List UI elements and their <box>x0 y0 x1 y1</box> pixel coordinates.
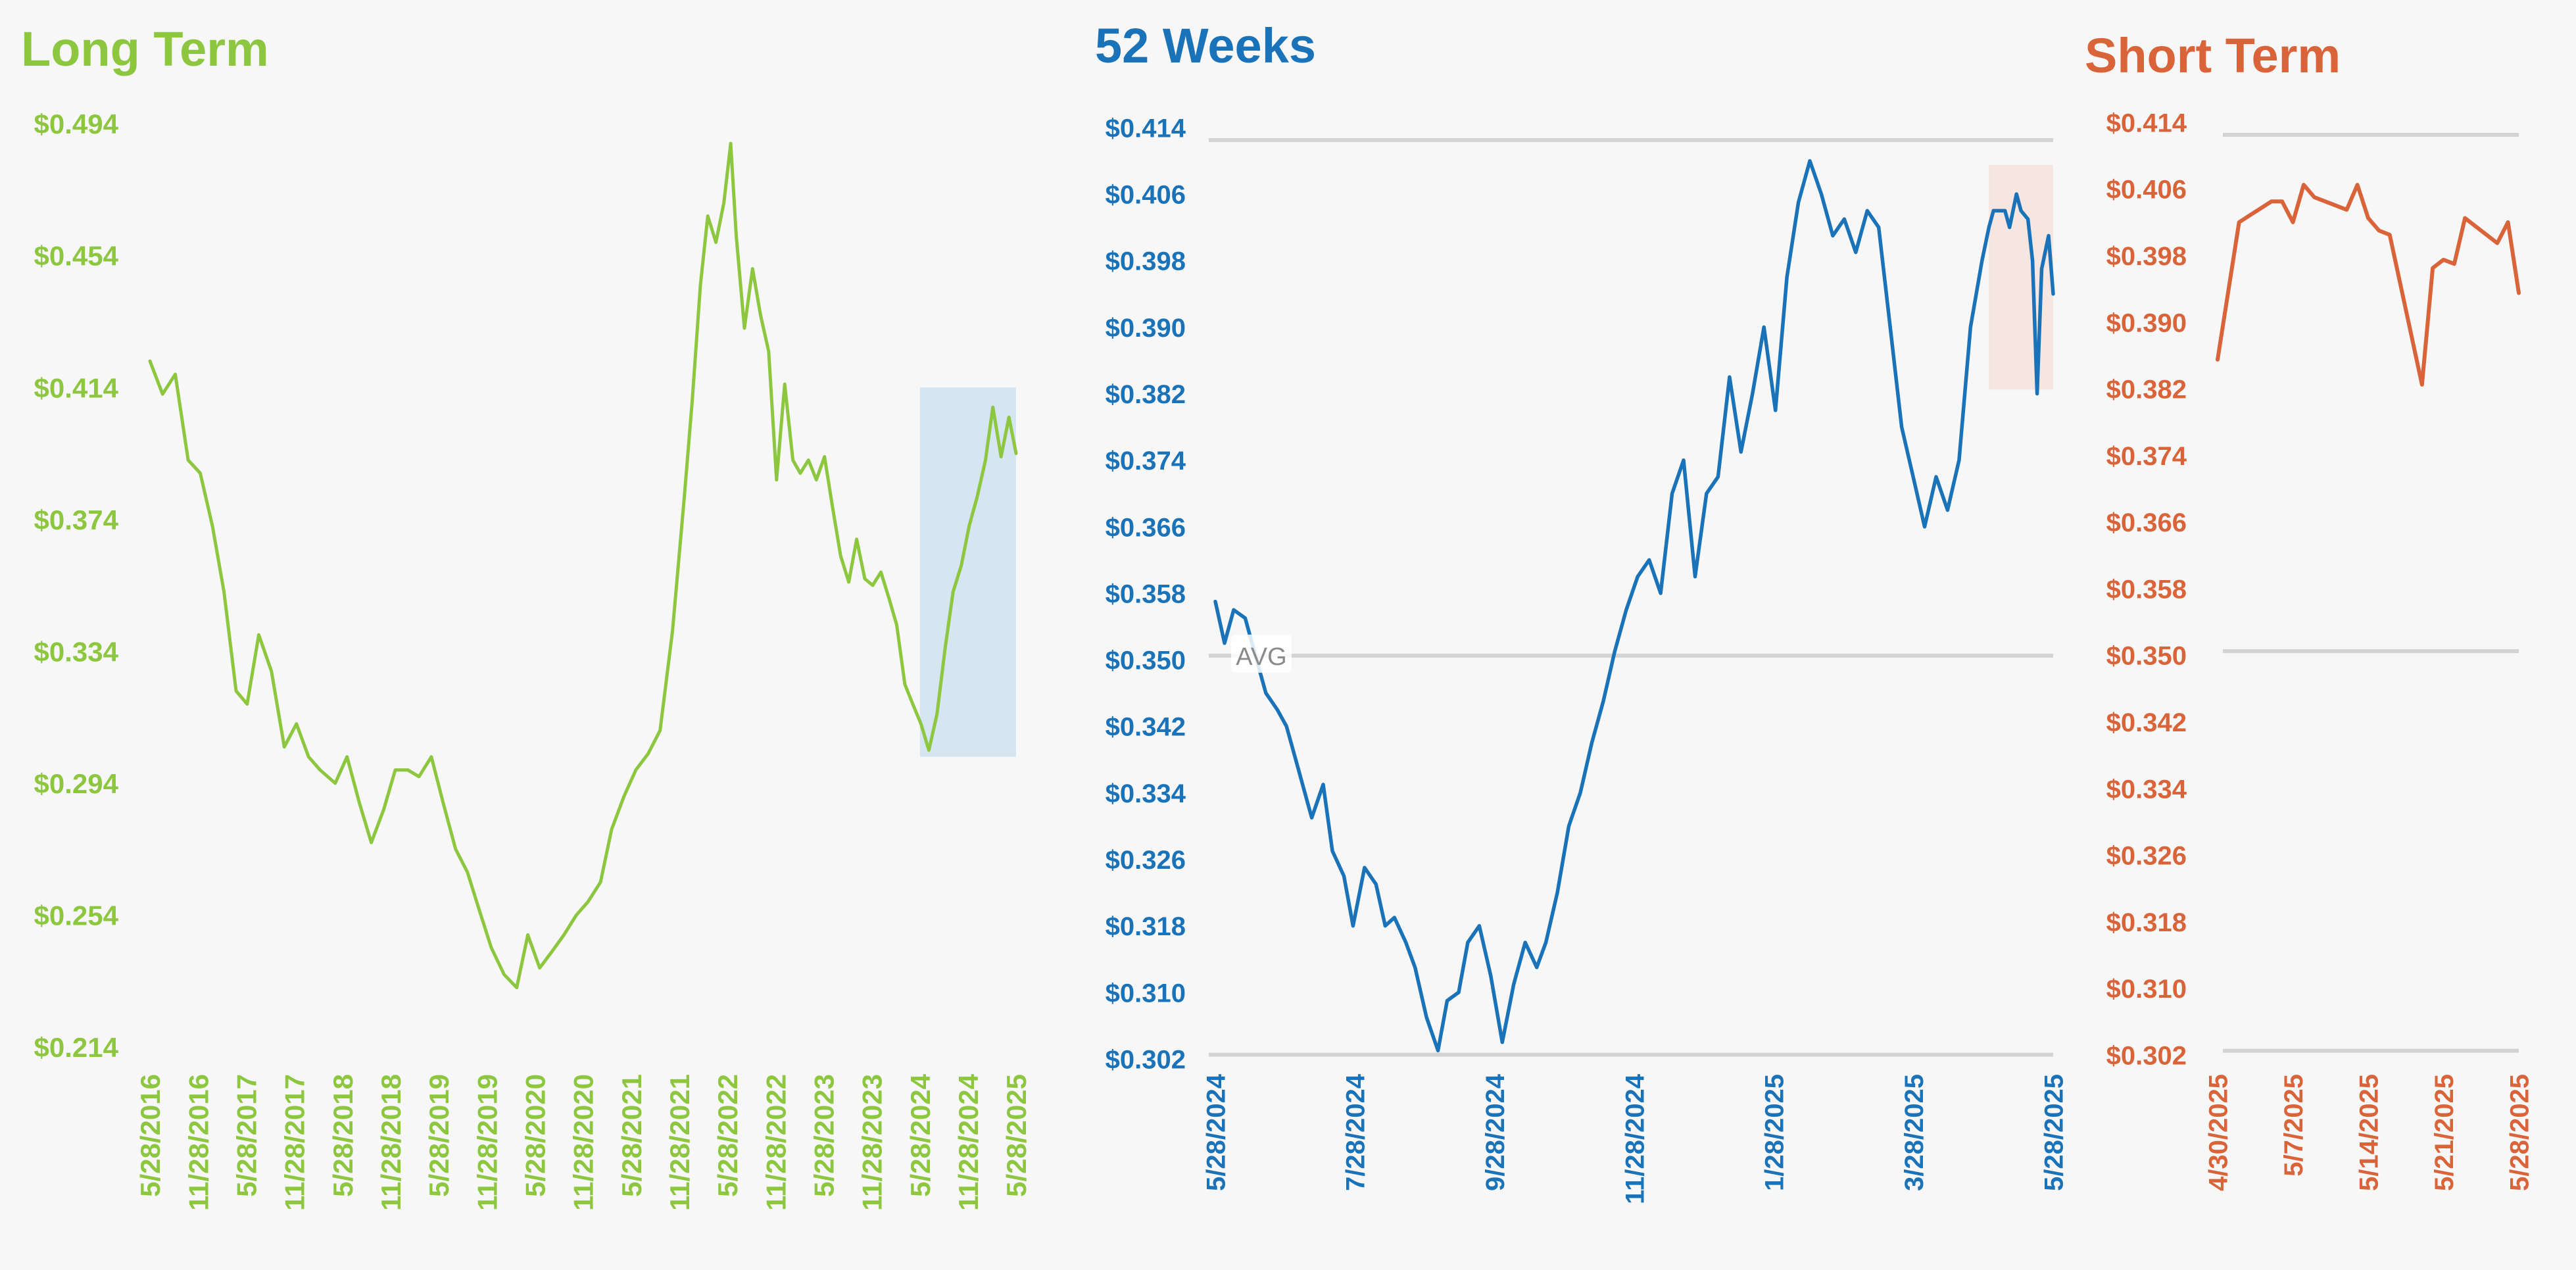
weeks-highlight-rect <box>1989 164 2053 390</box>
long-y-tick-label: $0.454 <box>34 241 119 272</box>
short-y-tick-label: $0.374 <box>2106 442 2187 471</box>
52-weeks-highlight-box <box>1989 164 2053 390</box>
short-y-tick-label: $0.326 <box>2106 842 2187 871</box>
weeks-x-tick-label: 9/28/2024 <box>1481 1073 1510 1191</box>
short-y-tick-label: $0.310 <box>2106 975 2187 1004</box>
weeks-y-tick-label: $0.390 <box>1106 314 1186 343</box>
long-x-tick-label: 11/28/2018 <box>376 1074 406 1211</box>
long-y-tick-label: $0.254 <box>34 900 119 931</box>
short-y-tick-label: $0.334 <box>2106 775 2187 804</box>
weeks-x-tick-label: 5/28/2025 <box>2039 1074 2068 1191</box>
short-y-tick-label: $0.350 <box>2106 642 2187 671</box>
long-x-tick-label: 5/28/2018 <box>328 1074 358 1197</box>
long-x-tick-label: 11/28/2021 <box>664 1074 695 1211</box>
short-y-tick-label: $0.366 <box>2106 508 2187 537</box>
weeks-y-tick-label: $0.366 <box>1106 513 1186 542</box>
weeks-x-tick-label: 7/28/2024 <box>1342 1073 1371 1191</box>
weeks-y-tick-label: $0.358 <box>1106 579 1186 608</box>
short-y-tick-label: $0.342 <box>2106 708 2187 737</box>
long-y-tick-label: $0.214 <box>34 1032 119 1063</box>
long-y-tick-label: $0.374 <box>34 504 119 535</box>
weeks-x-tick-label: 5/28/2024 <box>1202 1073 1230 1191</box>
long-x-tick-label: 5/28/2016 <box>135 1074 166 1197</box>
short-y-tick-label: $0.398 <box>2106 242 2187 271</box>
long-y-tick-label: $0.334 <box>34 636 119 667</box>
short-y-tick-label: $0.358 <box>2106 575 2187 604</box>
weeks-x-tick-label: 3/28/2025 <box>1900 1074 1929 1191</box>
short-y-tick-label: $0.390 <box>2106 308 2187 337</box>
long-x-tick-label: 11/28/2024 <box>953 1073 984 1211</box>
long-x-tick-label: 5/28/2024 <box>905 1073 936 1196</box>
short-y-tick-label: $0.302 <box>2106 1041 2187 1070</box>
long-price-line <box>148 141 1018 990</box>
weeks-y-tick-label: $0.414 <box>1106 114 1186 143</box>
long-x-tick-label: 11/28/2020 <box>568 1074 599 1211</box>
short-x-tick-label: 5/7/2025 <box>2279 1074 2308 1177</box>
weeks-price-line <box>1213 159 2055 1053</box>
long-term-y-axis: $0.494 $0.454 $0.414 $0.374 $0.334 $0.294 $0.2… <box>34 109 119 1063</box>
short-term-y-axis: $0.414 $0.406 $0.398 $0.390 $0.382 $0.374 $0.3… <box>2106 109 2187 1070</box>
weeks-y-tick-label: $0.398 <box>1106 247 1186 276</box>
weeks-y-tick-label: $0.310 <box>1106 979 1186 1008</box>
short-x-tick-label: 4/30/2025 <box>2204 1074 2233 1191</box>
weeks-x-tick-label: 1/28/2025 <box>1761 1074 1789 1191</box>
weeks-y-tick-label: $0.318 <box>1106 912 1186 941</box>
avg-label-background <box>1231 634 1292 673</box>
52-weeks-x-axis: 5/28/2024 7/28/2024 9/28/2024 11/28/2024 1/2… <box>1202 1073 2068 1204</box>
short-term-reference-lines <box>2223 132 2519 1053</box>
52-weeks-series <box>1213 159 2055 1053</box>
weeks-y-tick-label: $0.382 <box>1106 380 1186 409</box>
long-x-tick-label: 11/28/2022 <box>760 1074 791 1211</box>
long-x-tick-label: 11/28/2017 <box>279 1074 310 1211</box>
long-term-title: Long Term <box>21 22 269 76</box>
long-x-tick-label: 5/28/2019 <box>424 1074 454 1197</box>
short-term-title: Short Term <box>2085 28 2341 83</box>
weeks-x-tick-label: 11/28/2024 <box>1620 1073 1649 1204</box>
long-x-tick-label: 11/28/2019 <box>472 1074 502 1211</box>
avg-label: AVG <box>1231 634 1292 673</box>
long-y-tick-label: $0.414 <box>34 372 119 403</box>
weeks-y-tick-label: $0.334 <box>1106 779 1186 808</box>
long-term-chart: Long Term $0.494 $0.454 $0.414 $0.374 $0.334… <box>21 22 1032 1211</box>
long-x-tick-label: 5/28/2025 <box>1001 1074 1032 1197</box>
52-weeks-chart: 52 Weeks $0.414$0.406$0.398$0.390$0.382$… <box>1095 18 2068 1204</box>
weeks-y-tick-label: $0.374 <box>1106 447 1186 476</box>
short-price-line <box>2216 183 2521 387</box>
weeks-y-tick-label: $0.326 <box>1106 846 1186 875</box>
weeks-y-tick-label: $0.350 <box>1106 647 1186 675</box>
weeks-y-tick-label: $0.406 <box>1106 181 1186 210</box>
long-highlight-rect <box>919 387 1016 757</box>
short-term-x-axis: 4/30/2025 5/7/2025 5/14/2025 5/21/2025 5/28/… <box>2204 1074 2534 1191</box>
long-x-tick-label: 5/28/2017 <box>231 1074 262 1197</box>
long-term-x-axis: 5/28/2016 11/28/2016 5/28/2017 11/28/2017 5/… <box>135 1073 1032 1211</box>
52-weeks-title: 52 Weeks <box>1095 18 1316 73</box>
weeks-y-tick-label: $0.302 <box>1106 1045 1186 1074</box>
short-x-tick-label: 5/21/2025 <box>2430 1074 2459 1191</box>
52-weeks-y-axis: $0.414 $0.406 $0.398 $0.390 $0.382 $0.374 $0.3… <box>1106 114 1186 1074</box>
long-y-tick-label: $0.494 <box>34 109 119 139</box>
52-weeks-reference-lines <box>1209 137 2053 1057</box>
short-y-tick-label: $0.406 <box>2106 176 2187 205</box>
long-x-tick-label: 11/28/2016 <box>183 1074 214 1211</box>
short-x-tick-label: 5/28/2025 <box>2505 1074 2534 1191</box>
long-x-tick-label: 5/28/2020 <box>520 1074 550 1197</box>
short-y-tick-label: $0.318 <box>2106 908 2187 937</box>
avg-label-text: AVG <box>1236 643 1286 671</box>
long-x-tick-label: 5/28/2022 <box>712 1074 743 1197</box>
short-x-tick-label: 5/14/2025 <box>2354 1074 2383 1191</box>
short-term-series <box>2216 183 2521 387</box>
short-y-tick-label: $0.414 <box>2106 109 2187 137</box>
long-x-tick-label: 5/28/2021 <box>616 1074 647 1197</box>
weeks-y-tick-label: $0.342 <box>1106 713 1186 742</box>
short-term-chart: Short Term $0.414 $0.406 $0.398 $0.390 $0.38… <box>2085 28 2534 1191</box>
long-y-tick-label: $0.294 <box>34 768 119 799</box>
long-term-series <box>148 141 1018 990</box>
short-y-tick-label: $0.382 <box>2106 376 2187 404</box>
long-x-tick-label: 5/28/2023 <box>808 1074 839 1197</box>
long-term-highlight-box <box>919 387 1016 757</box>
long-x-tick-label: 11/28/2023 <box>857 1074 888 1211</box>
